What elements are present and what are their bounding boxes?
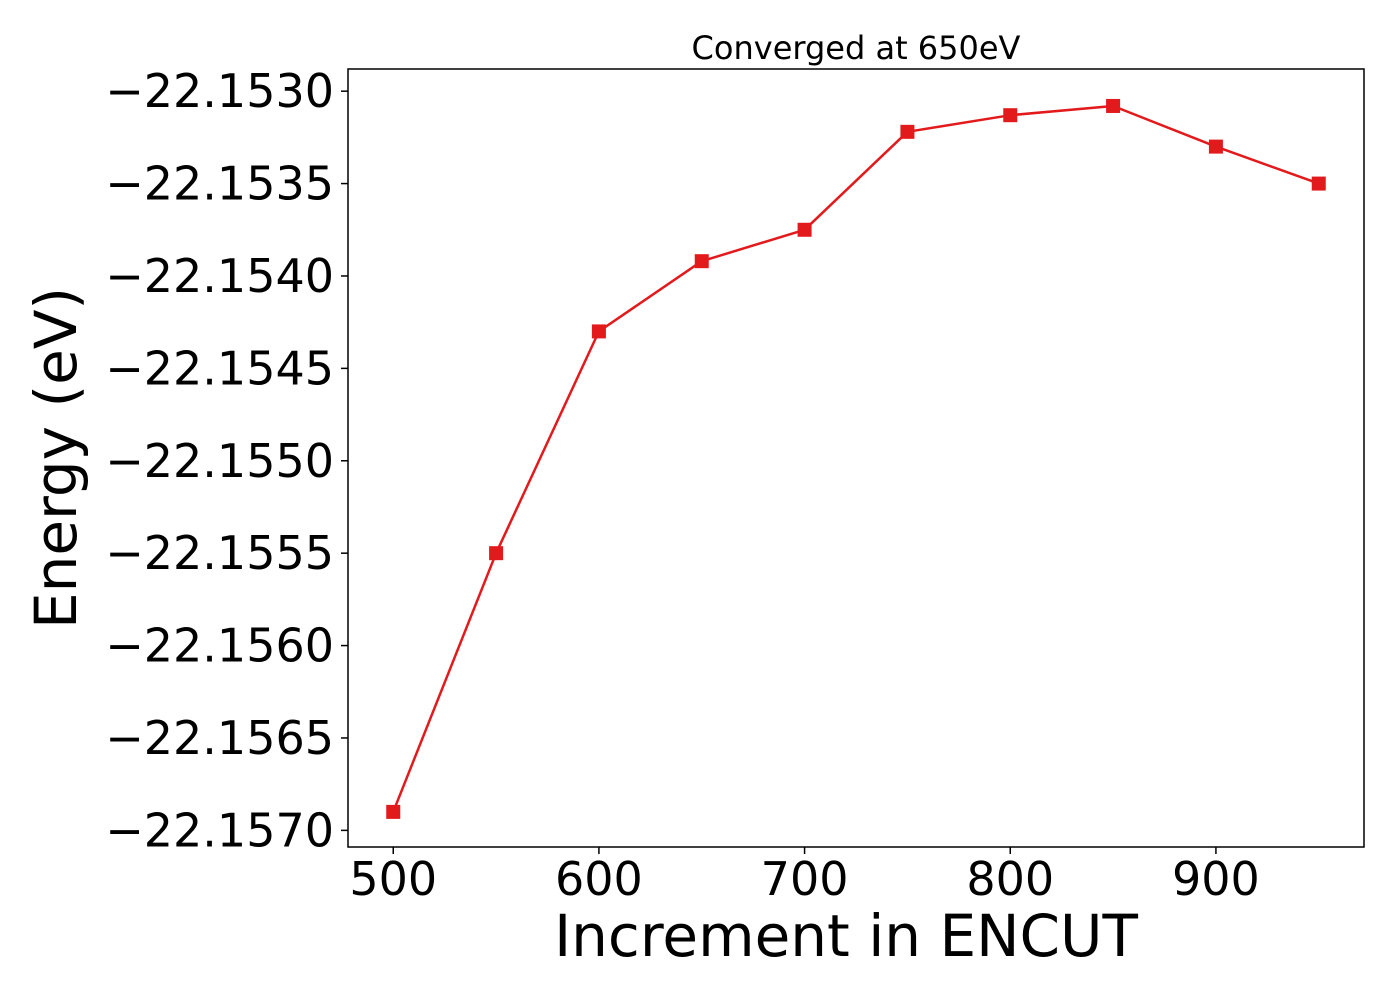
y-tick-label: −22.1565 <box>105 711 334 765</box>
y-tick-label: −22.1535 <box>105 157 334 211</box>
data-point-marker <box>1003 108 1018 123</box>
y-tick-label: −22.1540 <box>105 249 334 303</box>
plot-frame <box>347 68 1365 848</box>
data-point-marker <box>489 546 504 561</box>
plot-area <box>386 98 1326 819</box>
x-axis-label: Increment in ENCUT <box>554 902 1138 970</box>
y-tick-label: −22.1550 <box>105 434 334 488</box>
chart-title: Converged at 650eV <box>692 29 1021 67</box>
data-point-marker <box>900 124 915 139</box>
x-tick-label: 500 <box>349 852 437 906</box>
y-tick-label: −22.1555 <box>105 526 334 580</box>
x-tick-label: 800 <box>966 852 1054 906</box>
data-point-marker <box>1208 139 1223 154</box>
data-point-marker <box>797 222 812 237</box>
y-tick-label: −22.1570 <box>105 803 334 857</box>
series-line <box>392 104 1320 813</box>
x-tick-label: 900 <box>1172 852 1260 906</box>
y-tick-label: −22.1560 <box>105 619 334 673</box>
data-point-marker <box>591 324 606 339</box>
x-tick-label: 600 <box>555 852 643 906</box>
y-tick-label: −22.1530 <box>105 64 334 118</box>
y-tick-label: −22.1545 <box>105 341 334 395</box>
data-point-marker <box>1311 176 1326 191</box>
data-point-marker <box>694 254 709 269</box>
y-axis-label: Energy (eV) <box>22 287 90 629</box>
x-tick-label: 700 <box>761 852 849 906</box>
data-point-marker <box>386 804 401 819</box>
data-point-marker <box>1106 98 1121 113</box>
